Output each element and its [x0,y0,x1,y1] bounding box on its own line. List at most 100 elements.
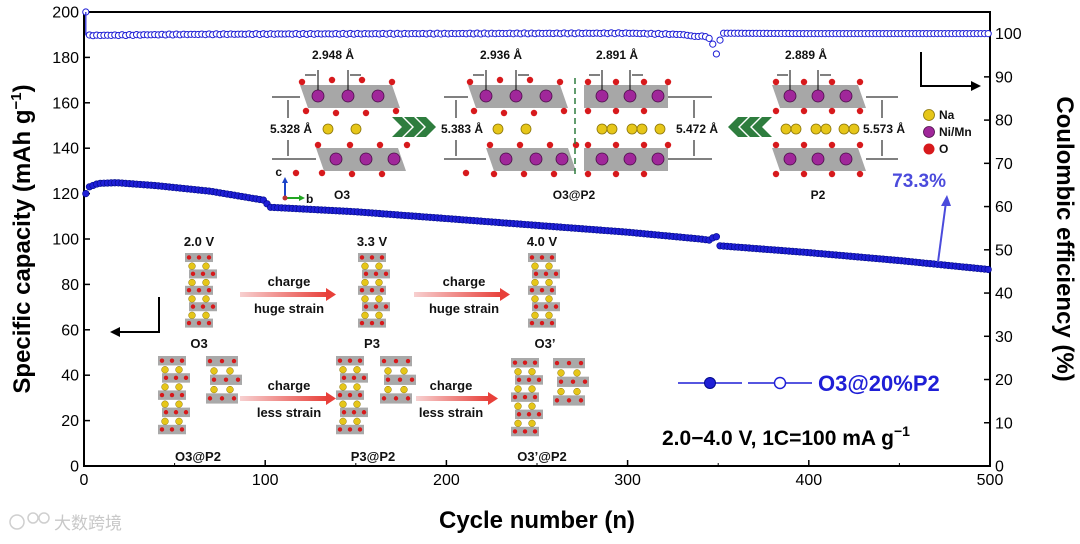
na-atom [161,366,169,374]
na-atom [161,417,169,426]
o-atom [159,358,165,363]
o-atom [196,255,202,260]
o-atom [186,320,192,326]
left-axis-indicator-arrow [110,297,160,337]
o-atom [553,271,559,277]
o-atom [405,396,411,401]
svg-text:less strain: less strain [419,405,483,420]
svg-text:charge: charge [443,274,486,289]
o-atom [235,377,241,382]
o-atom [206,255,212,260]
x-tick-label: 0 [80,472,89,489]
na-atom [545,295,553,303]
o-atom [566,360,572,366]
na-atom [175,383,183,391]
o-atom [379,320,385,326]
y-left-tick-label: 40 [61,368,79,385]
y-right-tick-label: 100 [995,26,1022,43]
y-left-tick-label: 120 [52,186,79,203]
na-atom-swatch [923,109,935,121]
o3-p2-label: O3@P2 [553,188,596,202]
o3-p2-p2-c-distance: 5.472 Å [676,121,718,136]
y-right-tick-label: 40 [995,286,1013,303]
atom-legend: Na Ni/Mn O [923,108,972,156]
o-atom [337,392,343,398]
y-right-axis-ticks: 0 10 20 30 40 50 60 70 80 90 100 [984,26,1022,476]
o-atom [373,304,379,309]
phase-label-o3-p2: O3@P2 [175,449,221,464]
na-atom [353,400,361,408]
o-atom [558,379,564,384]
o-atom [231,396,237,401]
na-atom [202,295,210,303]
y-right-tick-label: 10 [995,415,1013,432]
phase-label-p3: P3 [364,336,380,351]
na-atom [353,417,361,426]
svg-text:huge strain: huge strain [254,301,324,316]
y-left-axis-title: Specific capacity (mAh g−1) [8,84,36,393]
retention-label: 73.3% [892,171,946,192]
na-atom [545,311,553,319]
na-atom [514,402,522,410]
y-right-tick-label: 20 [995,372,1013,389]
o-atom [207,358,213,364]
o-atom [533,271,539,277]
na-atom [384,385,392,394]
p2-structure: 2.889 Å 5.573 Å P2 [772,47,905,202]
o-atom [512,394,518,400]
na-atom [175,417,183,426]
lattice-axes-icon: c b [275,165,313,206]
x-axis-ticks: 0 100 200 300 400 500 [80,460,1004,489]
o-atom [359,320,365,326]
y-left-tick-label: 0 [70,459,79,476]
svg-text:huge strain: huge strain [429,301,499,316]
o-atom [533,304,539,309]
o-atom [522,394,528,400]
svg-text:less strain: less strain [257,405,321,420]
y-left-tick-label: 100 [52,232,79,249]
voltage-label-3: 4.0 V [527,234,558,249]
o-atom [539,320,545,326]
o3-prime-stack [528,253,560,328]
y-right-tick-label: 70 [995,156,1013,173]
capacity-point [82,190,90,198]
o-atom [536,412,542,417]
o-atom [200,271,206,277]
na-atom [514,385,522,393]
o-atom [219,396,225,401]
o-atom [196,320,202,326]
o3-p2-o3-c-distance: 5.383 Å [441,121,483,136]
na-atom [188,262,196,270]
legend-label: O3@20%P2 [818,371,940,396]
o-atom [532,429,538,434]
svg-text:charge: charge [268,378,311,393]
na-atom [573,369,581,377]
o3-prime-p2-stack-a [511,358,543,437]
p2-c-distance: 5.573 Å [863,121,905,136]
green-chevron-arrow [392,117,436,137]
o-atom [190,271,196,277]
o-atom [373,271,379,277]
o-atom [516,377,522,383]
x-tick-label: 500 [977,472,1004,489]
o-atom [529,320,535,326]
o-atom [173,375,179,381]
o-atom [516,412,522,417]
test-condition-label: 2.0−4.0 V, 1C=100 mA g−1 [662,423,910,450]
ce-point [709,40,717,48]
p3-p2-stack-a [336,356,368,435]
o-atom [186,255,192,260]
voltage-label-2: 3.3 V [357,234,388,249]
y-right-tick-label: 0 [995,459,1004,476]
o-atom [393,358,399,364]
o-atom [179,358,185,363]
o3-p2-o3-ab-distance: 2.936 Å [480,47,522,62]
o-atom [529,288,535,293]
y-right-tick-label: 50 [995,242,1013,259]
green-chevron-arrow-left [728,117,772,137]
o-atom [369,288,375,293]
y-right-axis-title: Coulombic efficiency (%) [1051,96,1078,381]
o-atom [206,320,212,326]
charge-arrow-huge-1: charge huge strain [240,274,336,316]
o3-p2-p2-ab-distance: 2.891 Å [596,47,638,62]
